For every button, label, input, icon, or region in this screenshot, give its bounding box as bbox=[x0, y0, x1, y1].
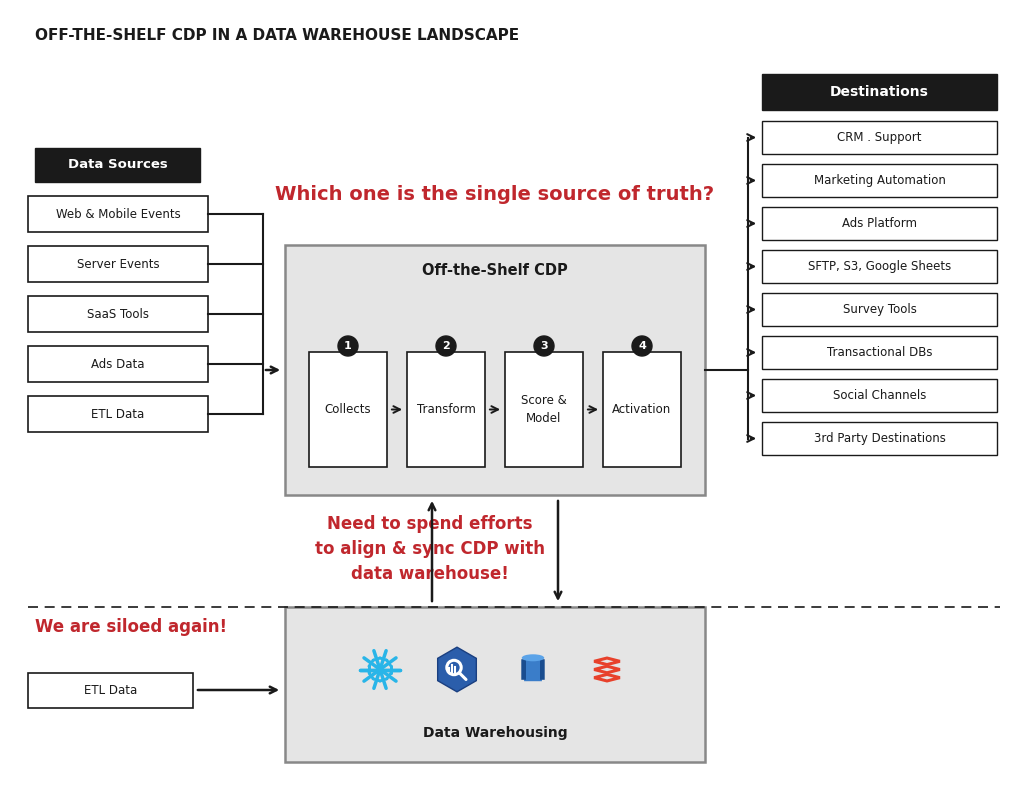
FancyBboxPatch shape bbox=[524, 658, 542, 681]
Circle shape bbox=[378, 667, 382, 672]
FancyBboxPatch shape bbox=[521, 659, 526, 680]
Text: 3rd Party Destinations: 3rd Party Destinations bbox=[813, 432, 945, 445]
Bar bbox=[35, 148, 200, 182]
Bar bbox=[762, 164, 997, 197]
Text: Score &
Model: Score & Model bbox=[521, 394, 567, 424]
Bar bbox=[603, 352, 681, 467]
Bar bbox=[28, 346, 208, 382]
Text: We are siloed again!: We are siloed again! bbox=[35, 618, 227, 636]
Text: ETL Data: ETL Data bbox=[84, 683, 137, 697]
Bar bbox=[762, 379, 997, 412]
Text: Need to spend efforts
to align & sync CDP with
data warehouse!: Need to spend efforts to align & sync CD… bbox=[315, 515, 545, 583]
Text: SaaS Tools: SaaS Tools bbox=[87, 307, 150, 321]
Text: Destinations: Destinations bbox=[830, 85, 929, 99]
Bar bbox=[762, 422, 997, 455]
Bar bbox=[285, 607, 705, 762]
Circle shape bbox=[436, 336, 456, 356]
Text: Off-the-Shelf CDP: Off-the-Shelf CDP bbox=[422, 263, 568, 278]
Text: ETL Data: ETL Data bbox=[91, 408, 144, 420]
Bar bbox=[407, 352, 485, 467]
Bar bbox=[762, 74, 997, 110]
FancyBboxPatch shape bbox=[540, 659, 545, 680]
Text: Transform: Transform bbox=[417, 403, 475, 416]
Text: Data Sources: Data Sources bbox=[68, 159, 167, 171]
Bar bbox=[762, 293, 997, 326]
Bar bbox=[28, 246, 208, 282]
Ellipse shape bbox=[522, 654, 544, 661]
Text: Data Warehousing: Data Warehousing bbox=[423, 726, 567, 740]
Text: Server Events: Server Events bbox=[77, 258, 160, 270]
Text: Survey Tools: Survey Tools bbox=[843, 303, 916, 316]
Bar bbox=[762, 121, 997, 154]
Circle shape bbox=[338, 336, 358, 356]
Bar bbox=[28, 396, 208, 432]
Text: Transactional DBs: Transactional DBs bbox=[826, 346, 932, 359]
Bar bbox=[762, 336, 997, 369]
Text: Collects: Collects bbox=[325, 403, 372, 416]
Text: OFF-THE-SHELF CDP IN A DATA WAREHOUSE LANDSCAPE: OFF-THE-SHELF CDP IN A DATA WAREHOUSE LA… bbox=[35, 28, 519, 43]
Polygon shape bbox=[437, 647, 476, 692]
Text: Web & Mobile Events: Web & Mobile Events bbox=[55, 208, 180, 220]
Text: Which one is the single source of truth?: Which one is the single source of truth? bbox=[275, 186, 715, 205]
Text: Activation: Activation bbox=[612, 403, 672, 416]
Bar bbox=[28, 672, 193, 708]
Bar bbox=[762, 207, 997, 240]
Bar bbox=[505, 352, 583, 467]
Bar bbox=[762, 250, 997, 283]
Bar bbox=[28, 196, 208, 232]
Bar bbox=[309, 352, 387, 467]
Text: 3: 3 bbox=[541, 341, 548, 351]
Bar bbox=[28, 296, 208, 332]
Bar bbox=[285, 245, 705, 495]
Text: Ads Platform: Ads Platform bbox=[842, 217, 918, 230]
Text: 1: 1 bbox=[344, 341, 352, 351]
Text: 4: 4 bbox=[638, 341, 646, 351]
Text: Marketing Automation: Marketing Automation bbox=[813, 174, 945, 187]
Text: CRM . Support: CRM . Support bbox=[838, 131, 922, 144]
Text: 2: 2 bbox=[442, 341, 450, 351]
Text: SFTP, S3, Google Sheets: SFTP, S3, Google Sheets bbox=[808, 260, 951, 273]
Circle shape bbox=[534, 336, 554, 356]
Circle shape bbox=[632, 336, 652, 356]
Text: Ads Data: Ads Data bbox=[91, 358, 144, 371]
Text: Social Channels: Social Channels bbox=[833, 389, 926, 402]
